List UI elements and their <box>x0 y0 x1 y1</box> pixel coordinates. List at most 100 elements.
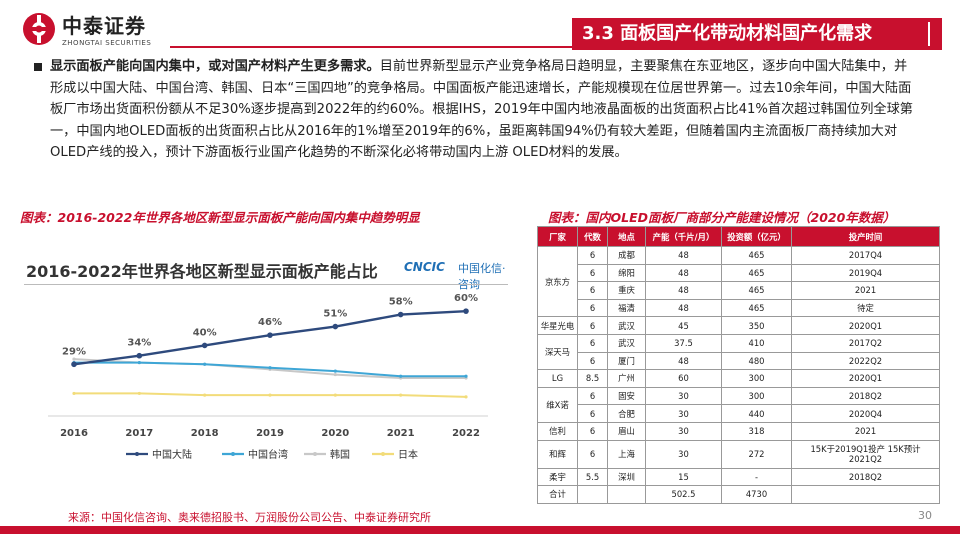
table-cell: 48 <box>645 351 722 371</box>
legend-label: 韩国 <box>330 448 350 461</box>
table-row: 柔宇 5.5 深圳 15-2018Q2 <box>537 467 940 487</box>
table-cell: 2020Q4 <box>791 404 940 423</box>
table-row: 华星光电 6 武汉 45 350 2020Q1 <box>537 316 940 335</box>
table-cell: 465 <box>721 246 792 265</box>
table-cell: 5.5 <box>577 467 608 487</box>
data-point <box>333 393 337 397</box>
table-cell: 300 <box>721 386 792 406</box>
table-cell: 华星光电 <box>537 316 578 335</box>
paragraph-rest: 目前世界新型显示产业竞争格局日趋明显，主要聚焦在东亚地区，逐步向中国大陆集中，并… <box>50 59 913 160</box>
data-label: 29% <box>62 346 86 357</box>
table-cell: 固安 <box>607 386 646 406</box>
table-cell: 48 <box>645 263 722 283</box>
th-maker: 厂家 <box>537 226 578 247</box>
data-point <box>333 369 337 373</box>
x-tick-label: 2020 <box>321 428 349 439</box>
line-chart: 2016 2017 2018 2019 2020 2021 2022 29% 34% 40% 46%… <box>48 293 488 461</box>
data-point <box>268 393 272 397</box>
table-cell: 合肥 <box>607 404 646 423</box>
table-row: 深天马 6 武汉 37.5 410 2017Q2 <box>537 333 940 371</box>
th-capacity: 产能（千片/月） <box>645 226 722 247</box>
table-cell: 重庆 <box>607 281 646 300</box>
table-cell: 480 <box>721 351 792 371</box>
data-point <box>399 393 403 397</box>
table-cell: 48 <box>645 246 722 265</box>
table-cell: 502.5 <box>645 485 722 504</box>
data-point <box>72 357 76 361</box>
legend-label: 中国台湾 <box>248 448 288 461</box>
table-cell: 318 <box>721 421 792 441</box>
legend-label: 中国大陆 <box>152 448 192 461</box>
data-point <box>332 323 339 330</box>
table-cell: 2020Q1 <box>791 369 940 388</box>
data-label: 34% <box>127 338 151 349</box>
section-title: 3.3 面板国产化带动材料国产化需求 <box>572 18 926 50</box>
table-cell: 465 <box>721 281 792 300</box>
table-cell: 6 <box>577 333 608 353</box>
table-cell: 15 <box>645 467 722 487</box>
data-point <box>137 360 141 365</box>
legend-label: 日本 <box>398 448 418 461</box>
right-table-caption: 图表：国内OLED面板厂商部分产能建设情况（2020年数据） <box>548 210 896 225</box>
table-cell: 6 <box>577 316 608 335</box>
legend-marker <box>381 452 385 456</box>
table-cell: 440 <box>721 404 792 423</box>
table-cell: 深天马 <box>537 333 578 371</box>
table-cell: 2017Q4 <box>791 246 940 265</box>
company-logo: 中泰证券 ZHONGTAI SECURITIES <box>22 10 151 47</box>
data-point <box>464 395 468 399</box>
data-point <box>268 366 272 370</box>
data-point <box>399 374 403 378</box>
source-note: 来源：中国化信咨询、奥来德招股书、万润股份公司公告、中泰证券研究所 <box>68 511 431 524</box>
table-cell: 2018Q2 <box>791 386 940 406</box>
table-cell: 37.5 <box>645 333 722 353</box>
data-label: 51% <box>323 309 347 320</box>
table-cell: 48 <box>645 281 722 300</box>
table-cell: 4730 <box>721 485 792 504</box>
table-cell: 武汉 <box>607 316 646 335</box>
table-cell: 465 <box>721 263 792 283</box>
title-cap-decoration <box>926 18 942 50</box>
table-row: LG 8.5 广州 60 300 2020Q1 <box>537 369 940 388</box>
table-cell: 维X诺 <box>537 386 578 423</box>
logo-en-text: ZHONGTAI SECURITIES <box>62 39 152 47</box>
x-tick-label: 2022 <box>452 428 480 439</box>
table-cell: 6 <box>577 281 608 300</box>
table-cell: 2018Q2 <box>791 467 940 487</box>
data-label: 58% <box>389 297 413 308</box>
data-label: 60% <box>454 293 478 304</box>
table-cell: 2021 <box>791 421 940 441</box>
table-cell: 武汉 <box>607 333 646 353</box>
x-tick-label: 2021 <box>387 428 415 439</box>
table-cell: 300 <box>721 369 792 388</box>
table-cell: 信利 <box>537 421 578 441</box>
table-cell: 2019Q4 <box>791 263 940 283</box>
data-point <box>203 362 207 366</box>
th-investment: 投资额（亿元） <box>721 226 792 247</box>
table-cell: 京东方 <box>537 245 578 318</box>
table-cell: 410 <box>721 333 792 353</box>
table-cell: 2020Q1 <box>791 316 940 335</box>
table-row: 和辉 6 上海 30 272 15K于2019Q1投产 15K预计2021Q2 <box>537 439 940 469</box>
table-cell: 绵阳 <box>607 263 646 283</box>
th-location: 地点 <box>607 226 646 247</box>
table-cell: 6 <box>577 439 608 469</box>
table-cell: 60 <box>645 369 722 388</box>
table-cell <box>791 485 940 504</box>
table-cell: 福清 <box>607 298 646 318</box>
th-start-time: 投产时间 <box>791 226 940 247</box>
data-point <box>72 391 76 396</box>
table-cell: 成都 <box>607 246 646 265</box>
table-cell: 深圳 <box>607 467 646 487</box>
data-point <box>333 372 337 377</box>
table-row: 6 绵阳 48 465 2019Q4 <box>538 263 940 283</box>
page-number: 30 <box>918 509 932 522</box>
table-cell: 48 <box>645 298 722 318</box>
table-cell: 6 <box>577 386 608 406</box>
table-row: 6 厦门 48 480 2022Q2 <box>538 351 940 371</box>
data-label: 46% <box>258 317 282 328</box>
body-paragraph: 显示面板产能向国内集中，或对国产材料产生更多需求。目前世界新型显示产业竞争格局日… <box>50 56 920 164</box>
legend-marker <box>231 452 235 456</box>
table-cell: 15K于2019Q1投产 15K预计2021Q2 <box>791 439 940 469</box>
left-chart-caption: 图表：2016-2022年世界各地区新型显示面板产能向国内集中趋势明显 <box>20 210 420 225</box>
